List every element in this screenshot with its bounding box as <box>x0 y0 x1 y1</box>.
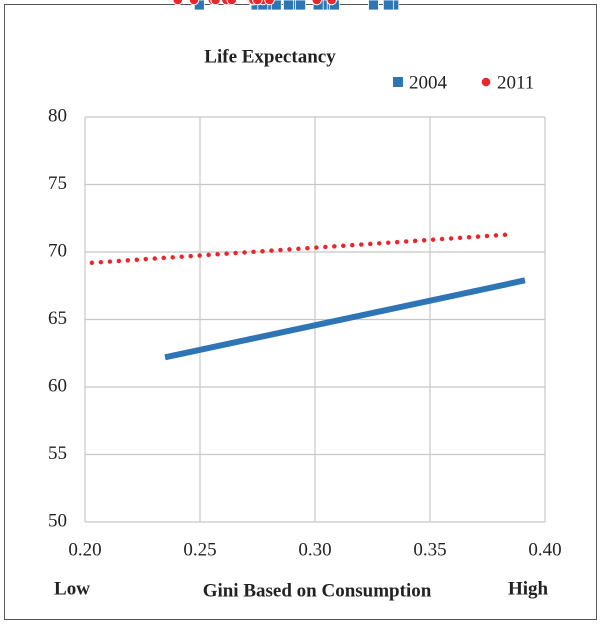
point <box>172 0 184 6</box>
legend-label: 2011 <box>497 72 534 93</box>
chart-title: Life Expectancy <box>204 46 336 67</box>
x-axis-label: Gini Based on Consumption <box>203 580 432 601</box>
point <box>283 0 294 11</box>
point <box>226 0 238 6</box>
point <box>326 0 337 6</box>
point <box>264 0 275 6</box>
point <box>188 0 200 6</box>
legend-label: 2004 <box>409 72 448 93</box>
trendline <box>89 232 513 266</box>
x-low-label: Low <box>54 578 90 599</box>
y-tick-label: 50 <box>48 510 67 531</box>
x-high-label: High <box>508 578 549 599</box>
y-tick-label: 65 <box>48 308 67 329</box>
x-tick-label: 0.30 <box>298 539 331 560</box>
y-tick-label: 60 <box>48 375 67 396</box>
chart-border <box>4 4 597 620</box>
x-tick-label: 0.35 <box>413 539 446 560</box>
point <box>295 0 307 11</box>
legend-marker <box>393 77 403 87</box>
y-tick-label: 80 <box>48 105 67 126</box>
x-tick-label: 0.25 <box>183 539 216 560</box>
point <box>252 0 263 6</box>
point <box>311 0 323 6</box>
point <box>368 0 379 11</box>
x-tick-label: 0.20 <box>68 539 101 560</box>
y-tick-label: 75 <box>48 173 67 194</box>
point <box>210 0 221 6</box>
point <box>328 0 340 11</box>
point <box>382 0 394 11</box>
trendline <box>164 277 526 361</box>
y-tick-label: 70 <box>48 240 67 261</box>
x-tick-label: 0.40 <box>528 539 561 560</box>
legend-marker <box>480 76 492 88</box>
y-tick-label: 55 <box>48 443 67 464</box>
